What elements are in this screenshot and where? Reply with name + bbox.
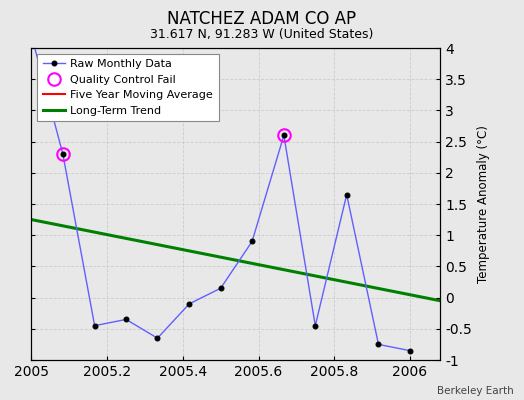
Raw Monthly Data [60, 152, 66, 156]
Raw Monthly Data [28, 33, 35, 38]
Raw Monthly Data [407, 348, 413, 353]
Raw Monthly Data [123, 317, 129, 322]
Raw Monthly Data [375, 342, 381, 347]
Raw Monthly Data [217, 286, 224, 291]
Raw Monthly Data [154, 336, 160, 340]
Line: Quality Control Fail: Quality Control Fail [57, 129, 290, 160]
Quality Control Fail [281, 133, 287, 138]
Raw Monthly Data [249, 239, 255, 244]
Quality Control Fail [60, 152, 66, 156]
Text: NATCHEZ ADAM CO AP: NATCHEZ ADAM CO AP [168, 10, 356, 28]
Raw Monthly Data [281, 133, 287, 138]
Y-axis label: Temperature Anomaly (°C): Temperature Anomaly (°C) [477, 125, 490, 283]
Raw Monthly Data [92, 323, 98, 328]
Raw Monthly Data [186, 302, 192, 306]
Raw Monthly Data [344, 192, 350, 197]
Legend: Raw Monthly Data, Quality Control Fail, Five Year Moving Average, Long-Term Tren: Raw Monthly Data, Quality Control Fail, … [37, 54, 219, 121]
Line: Raw Monthly Data: Raw Monthly Data [29, 33, 412, 353]
Text: 31.617 N, 91.283 W (United States): 31.617 N, 91.283 W (United States) [150, 28, 374, 41]
Raw Monthly Data [312, 323, 319, 328]
Text: Berkeley Earth: Berkeley Earth [437, 386, 514, 396]
